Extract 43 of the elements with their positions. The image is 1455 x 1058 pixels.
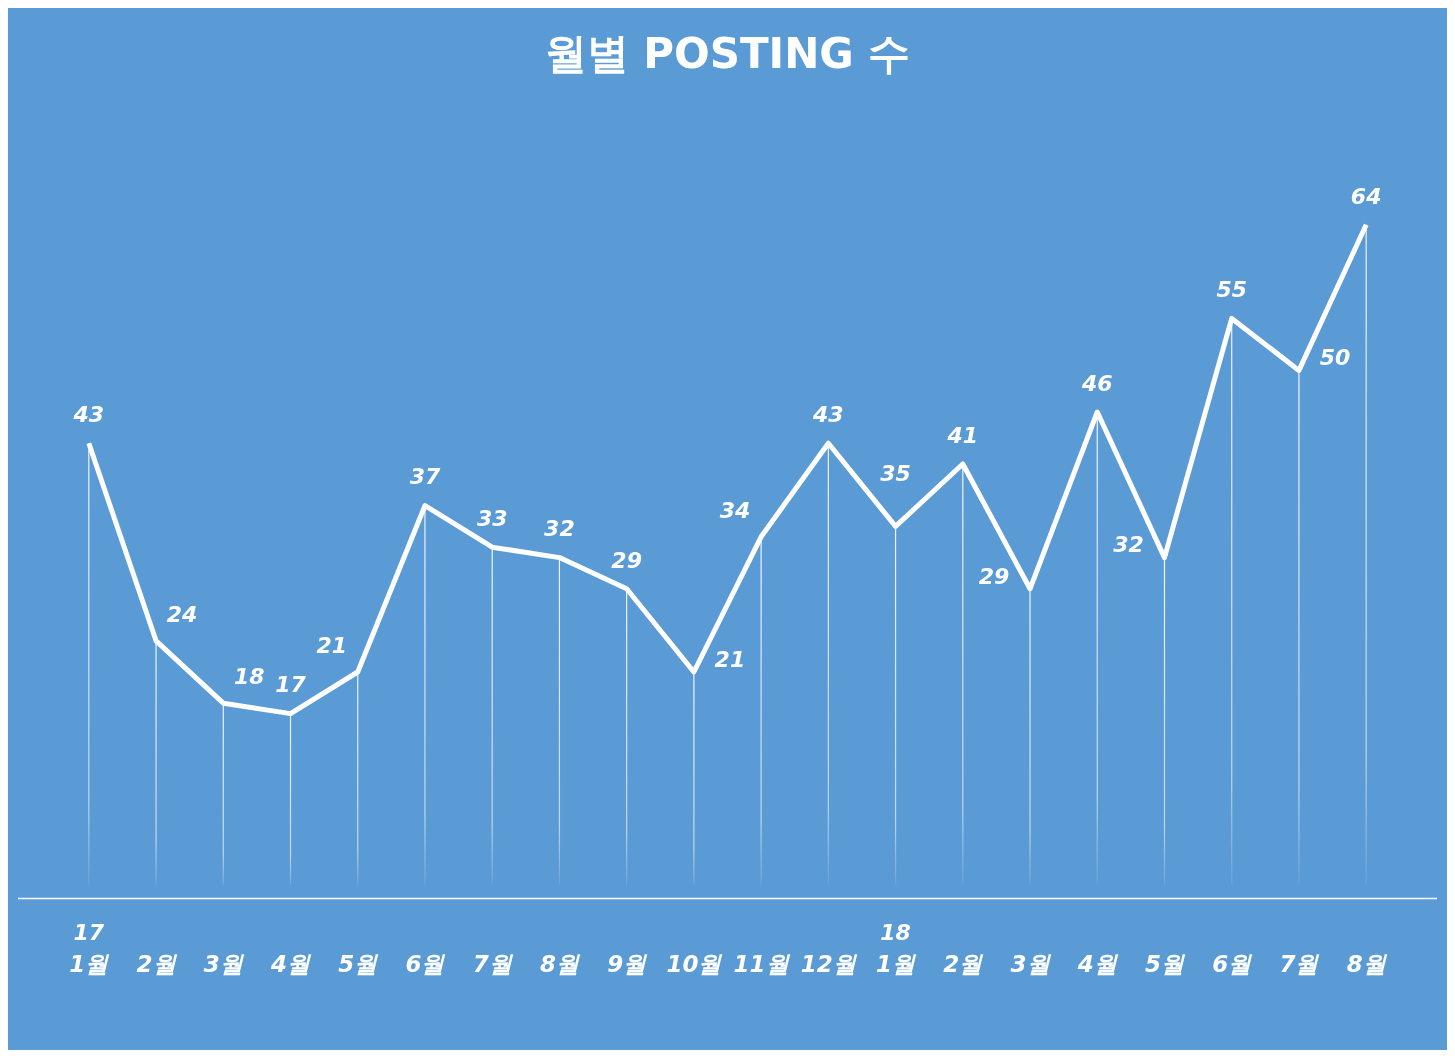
x-tick-label: 8월 [539,951,581,978]
data-label: 32 [544,516,575,542]
x-tick-label: 12월 [800,951,858,978]
data-label: 43 [72,401,105,427]
text: 18 [880,920,911,946]
x-tick-label: 3월 [1010,951,1052,978]
data-label: 21 [714,646,746,672]
x-tick-label: 6월 [1212,951,1254,978]
data-label: 43 [812,401,844,427]
x-tick-label: 3월 [203,951,245,978]
data-label: 46 [1080,370,1113,396]
data-label: 29 [978,563,1010,589]
data-label: 64 [1350,183,1382,209]
data-label: 32 [1113,532,1144,558]
data-label: 17 [275,672,307,698]
x-tick-label: 10월 [666,951,724,978]
data-label: 35 [880,461,911,487]
data-label: 29 [611,547,642,573]
x-tick-label: 1월 [69,951,111,978]
chart-title: 월별 POSTING 수 [544,29,911,79]
data-label: 18 [233,663,265,689]
x-tick-label: 11월 [733,951,791,978]
x-tick-label: 6월 [405,951,447,978]
data-label: 55 [1216,277,1248,303]
x-tick-label: 2월 [136,951,178,978]
data-label: 50 [1319,345,1351,371]
data-label: 24 [166,601,198,627]
data-label: 34 [719,497,751,523]
x-tick-label: 5월 [338,951,380,978]
x-tick-label: 4월 [270,951,313,978]
x-tick-label: 8월 [1346,951,1388,978]
x-tick-label: 7월 [1279,951,1321,978]
data-label: 37 [409,464,441,490]
text: 17 [73,920,105,946]
x-tick-label: 5월 [1144,951,1186,978]
x-tick-label: 1월 [876,951,918,978]
x-tick-label: 9월 [607,951,649,978]
data-label: 21 [316,632,348,658]
x-tick-label: 4월 [1076,951,1119,978]
data-label: 33 [476,505,508,531]
x-tick-label: 7월 [472,951,514,978]
data-label: 41 [946,422,979,448]
x-tick-label: 2월 [943,951,985,978]
